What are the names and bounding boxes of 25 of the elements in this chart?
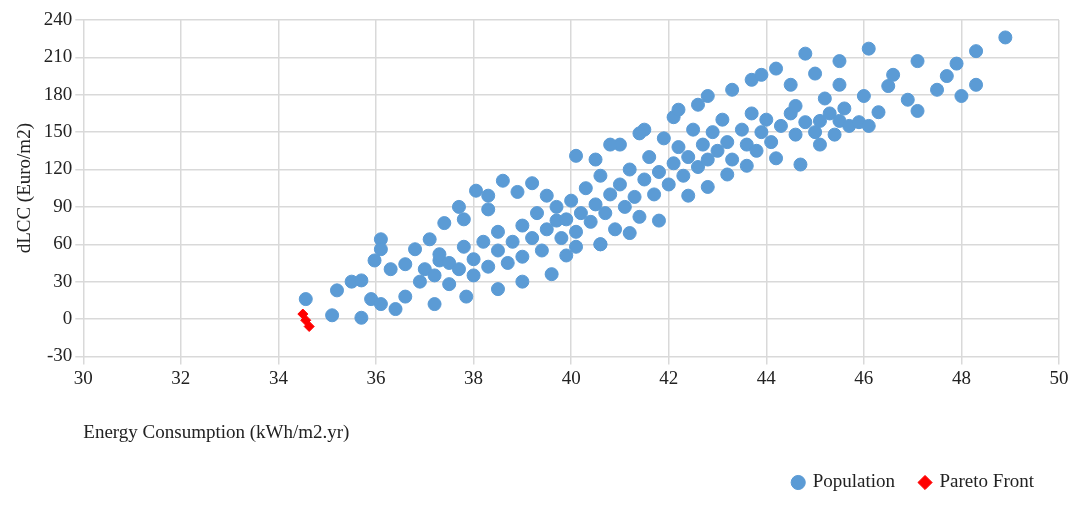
y-tick-label: 120: [43, 157, 73, 179]
x-tick-label: 40: [561, 366, 581, 388]
x-axis-title: Energy Consumption (kWh/m2.yr): [83, 420, 350, 443]
x-tick-label: 32: [171, 366, 191, 388]
y-tick-label: 180: [43, 82, 73, 104]
x-tick-label: 50: [1049, 366, 1069, 388]
y-tick-label: 0: [62, 307, 73, 329]
x-tick-label: 42: [659, 366, 679, 388]
x-tick-label: 38: [464, 366, 484, 388]
y-tick-label: 90: [53, 194, 73, 216]
y-tick-label: 30: [53, 269, 73, 291]
x-tick-label: 48: [951, 366, 971, 388]
y-tick-label: 60: [53, 232, 73, 254]
legend-label: Population: [812, 470, 896, 492]
x-tick-label: 46: [854, 366, 874, 388]
x-tick-label: 30: [73, 366, 93, 388]
y-axis-title: dLCC (Euro/m2): [13, 123, 36, 254]
y-tick-label: 150: [43, 120, 73, 142]
y-tick-label: -30: [46, 344, 73, 366]
x-tick-label: 34: [268, 366, 289, 388]
legend-label: Pareto Front: [939, 470, 1035, 492]
x-tick-label: 44: [756, 366, 777, 388]
y-tick-label: 210: [43, 45, 73, 67]
x-tick-label: 36: [366, 366, 386, 388]
y-tick-label: 240: [43, 7, 73, 29]
